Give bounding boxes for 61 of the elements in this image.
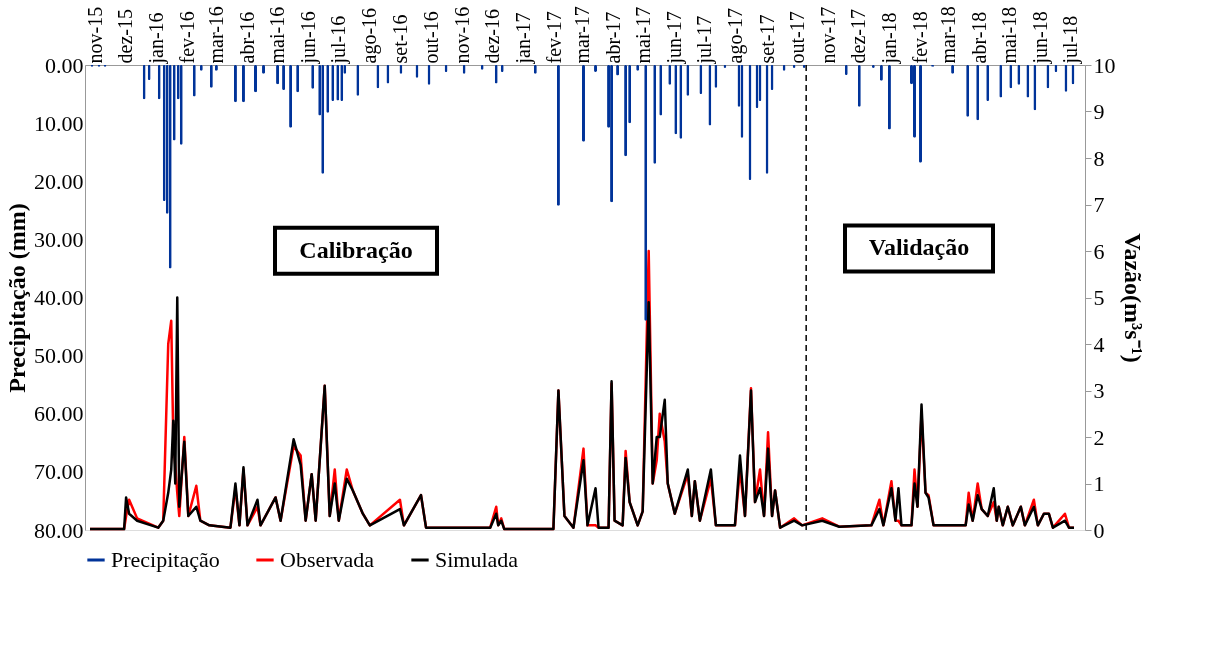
legend-label: Precipitação: [111, 547, 220, 572]
x-tick-label: nov-17: [816, 6, 839, 64]
x-tick-label: nov-15: [83, 6, 106, 64]
y-tick-label: 20.00: [34, 168, 84, 194]
y-tick-label: 70.00: [34, 459, 84, 485]
x-tick-label: mai-17: [632, 6, 655, 64]
x-tick-label: mar-17: [570, 6, 593, 64]
x-tick-label: jul-16: [327, 15, 351, 65]
y2-tick-label: 2: [1093, 424, 1105, 450]
y-tick-label: 60.00: [34, 401, 84, 427]
y2-tick-label: 5: [1093, 285, 1105, 310]
x-tick-label: jan-16: [144, 12, 168, 65]
x-tick-label: set-16: [389, 14, 412, 64]
y2-tick-label: 9: [1093, 99, 1105, 124]
legend-label: Simulada: [435, 547, 519, 572]
y-tick-label: 50.00: [34, 343, 84, 369]
y-tick-label: 0.00: [45, 52, 84, 78]
y2-axis-title: Vazão(m³s⁻¹): [1119, 233, 1146, 363]
y-axis-title: Precipitação (mm): [4, 203, 30, 393]
x-tick-label: mai-16: [266, 6, 289, 64]
y2-tick-label: 3: [1093, 378, 1105, 403]
x-tick-label: jun-18: [1029, 11, 1053, 65]
y-tick-label: 10.00: [34, 110, 84, 136]
x-tick-label: jan-17: [511, 12, 535, 65]
x-tick-label: abr-18: [968, 11, 991, 64]
y-tick-label: 80.00: [34, 517, 84, 543]
y2-tick-label: 0: [1093, 517, 1105, 543]
x-tick-label: abr-17: [602, 11, 625, 64]
x-tick-label: fev-17: [542, 11, 565, 64]
y2-tick-label: 10: [1093, 52, 1116, 78]
x-tick-label: dez-16: [480, 9, 503, 64]
x-tick-label: dez-15: [113, 9, 136, 64]
legend-label: Observada: [280, 547, 375, 572]
x-tick-label: out-17: [785, 11, 808, 64]
x-tick-label: out-16: [419, 11, 442, 64]
y2-tick-label: 7: [1093, 192, 1105, 217]
bar: [254, 65, 257, 93]
x-tick-label: nov-16: [450, 6, 473, 64]
x-tick-label: jun-17: [663, 11, 687, 65]
x-tick-label: jun-16: [297, 11, 321, 65]
x-tick-label: mar-16: [204, 6, 227, 64]
x-tick-label: set-17: [755, 14, 778, 64]
y2-tick-label: 1: [1093, 471, 1105, 496]
x-tick-label: jan-18: [877, 12, 901, 65]
y-tick-label: 30.00: [34, 226, 84, 252]
y-tick-label: 40.00: [34, 285, 84, 310]
annotation: Calibração: [299, 236, 413, 263]
y2-tick-label: 6: [1093, 238, 1105, 264]
x-tick-label: jul-17: [693, 15, 717, 65]
x-tick-label: fev-16: [175, 11, 198, 64]
x-tick-label: ago-16: [358, 7, 382, 64]
x-tick-label: jul-18: [1059, 15, 1083, 65]
annotation: Validação: [868, 234, 970, 261]
x-tick-label: fev-18: [909, 11, 932, 64]
x-tick-label: abr-16: [235, 11, 258, 64]
y2-tick-label: 8: [1093, 145, 1105, 171]
y2-tick-label: 4: [1093, 331, 1105, 357]
x-tick-label: mar-18: [937, 6, 960, 64]
x-tick-label: dez-17: [846, 9, 869, 64]
x-tick-label: mai-18: [998, 6, 1021, 64]
x-tick-label: ago-17: [724, 7, 748, 64]
